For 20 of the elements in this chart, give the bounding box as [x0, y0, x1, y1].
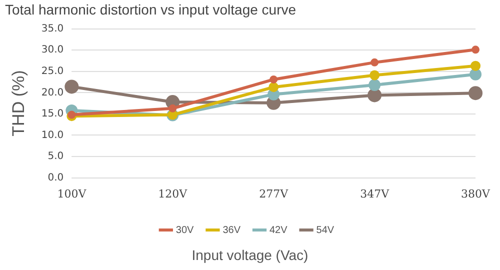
x-tick-label: 100V	[57, 187, 88, 200]
legend-label: 36V	[222, 224, 241, 236]
legend-label: 30V	[176, 224, 194, 236]
x-tick-label: 120V	[158, 187, 188, 200]
y-tick-label: 30.0	[41, 44, 64, 56]
chart-title: Total harmonic distortion vs input voltage curve	[5, 1, 296, 18]
legend-label: 54V	[316, 224, 334, 236]
x-tick-label: 380V	[461, 187, 492, 200]
y-tick-label: 15.0	[41, 108, 64, 120]
y-tick-label: 10.0	[41, 130, 64, 141]
legend-label: 42V	[270, 224, 288, 236]
x-axis-title: Input voltage (Vac)	[190, 247, 310, 263]
y-tick-label: 20.0	[41, 87, 64, 98]
y-axis-title: THD (%)	[8, 70, 28, 136]
y-tick-label: 0.0	[48, 172, 64, 184]
x-tick-label: 347V	[360, 187, 390, 200]
x-tick-label: 277V	[259, 187, 290, 200]
y-tick-label: 25.0	[41, 66, 64, 77]
y-tick-label: 35.0	[41, 23, 64, 34]
y-tick-label: 5.0	[48, 151, 64, 162]
